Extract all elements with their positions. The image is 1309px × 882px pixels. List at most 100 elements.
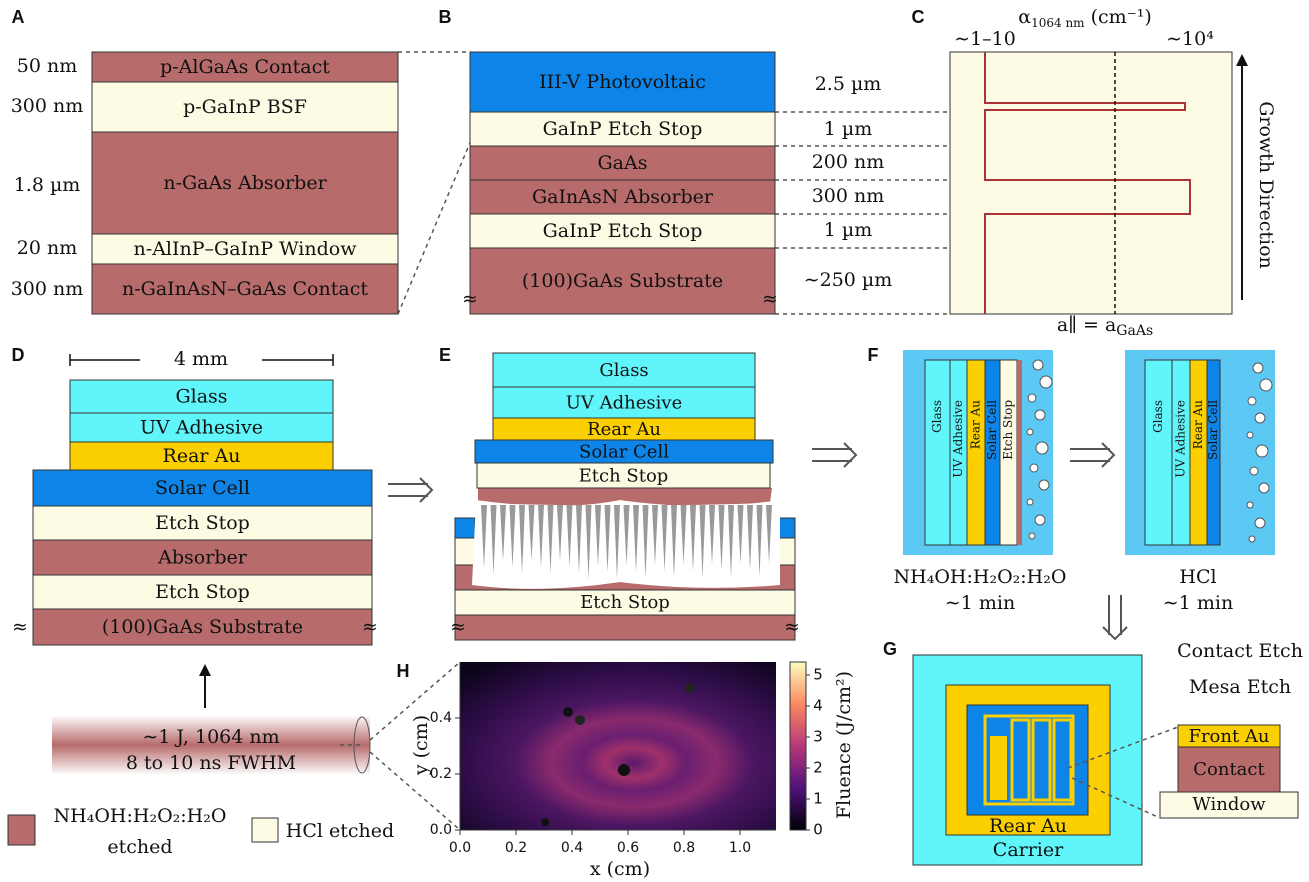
axis-title: α1064 nm (cm⁻¹) bbox=[1018, 6, 1151, 30]
panel-label: G bbox=[883, 639, 897, 659]
panel-label: C bbox=[912, 7, 925, 27]
layer-label: p-GaInP BSF bbox=[183, 96, 307, 118]
layer-label: GaInP Etch Stop bbox=[543, 118, 703, 140]
bubble bbox=[1253, 363, 1263, 373]
thickness: 300 nm bbox=[11, 278, 84, 300]
layer-label: Rear Au bbox=[969, 400, 983, 450]
bubble bbox=[1256, 445, 1268, 457]
bubble bbox=[1247, 432, 1253, 438]
colorbar-tick-label: 5 bbox=[813, 666, 823, 684]
legend-label: etched bbox=[107, 836, 172, 858]
break: ≈ bbox=[362, 616, 378, 638]
layer-label: Glass bbox=[175, 386, 227, 408]
thickness: 20 nm bbox=[17, 237, 77, 259]
colorbar-tick-label: 3 bbox=[813, 728, 823, 746]
colorbar-tick-label: 1 bbox=[813, 790, 823, 808]
colorbar-tick-label: 4 bbox=[813, 697, 823, 715]
layer-label: Etch Stop bbox=[580, 592, 670, 613]
legend-label: NH₄OH:H₂O₂:H₂O bbox=[54, 805, 227, 827]
colorbar-tick-label: 2 bbox=[813, 759, 823, 777]
bubble bbox=[1035, 515, 1045, 525]
layer-label: (100)GaAs Substrate bbox=[522, 270, 723, 292]
layer-label: Solar Cell bbox=[1206, 400, 1220, 460]
layer-label: Etch Stop bbox=[1001, 400, 1015, 460]
thickness: 2.5 µm bbox=[815, 73, 882, 95]
bubble bbox=[1260, 379, 1272, 391]
bubble bbox=[1035, 410, 1045, 420]
x-tick-label: 0.4 bbox=[561, 840, 583, 856]
layer-label: Rear Au bbox=[989, 815, 1067, 837]
colorbar-tick-label: 0 bbox=[813, 821, 823, 839]
panel-label: E bbox=[439, 345, 451, 365]
laser-label: 8 to 10 ns FWHM bbox=[126, 752, 296, 774]
bubble bbox=[1029, 533, 1035, 539]
layer-label: Contact bbox=[1193, 759, 1265, 780]
layer-label: UV Adhesive bbox=[1174, 400, 1188, 478]
panel-label: A bbox=[12, 7, 25, 27]
layer-label: n-GaAs Absorber bbox=[163, 172, 327, 194]
bubble bbox=[1027, 429, 1033, 435]
layer-label: GaInAsN Absorber bbox=[532, 186, 714, 208]
legend-label: HCl etched bbox=[286, 820, 394, 842]
bubble bbox=[1028, 394, 1036, 402]
laser-label: ∼1 J, 1064 nm bbox=[142, 726, 279, 748]
tick-label: ∼1–10 bbox=[954, 28, 1016, 50]
break: ≈ bbox=[12, 616, 28, 638]
bubble bbox=[1259, 483, 1269, 493]
x-axis-label: x (cm) bbox=[590, 858, 650, 880]
layer-label: Carrier bbox=[993, 839, 1064, 861]
lattice-sub: GaAs bbox=[1116, 323, 1153, 339]
layer-label: Glass bbox=[930, 400, 944, 433]
y-tick-label: 0.2 bbox=[430, 766, 452, 782]
bubble bbox=[1040, 376, 1052, 388]
x-tick-label: 0.0 bbox=[449, 840, 471, 856]
bubble bbox=[1027, 499, 1033, 505]
thickness: 1.8 µm bbox=[14, 174, 81, 196]
layer-label: Solar Cell bbox=[579, 442, 669, 463]
layer-label: Window bbox=[1192, 794, 1266, 815]
etch-time: ∼1 min bbox=[945, 592, 1015, 614]
etch-time: ∼1 min bbox=[1163, 592, 1233, 614]
bubble bbox=[1036, 442, 1048, 454]
thickness: 1 µm bbox=[824, 219, 873, 241]
layer-label: Solar Cell bbox=[155, 477, 250, 499]
layer-label: Rear Au bbox=[163, 445, 241, 467]
axis-label: Growth Direction bbox=[1255, 101, 1277, 269]
layer-label: p-AlGaAs Contact bbox=[160, 56, 330, 78]
x-tick-label: 0.8 bbox=[673, 840, 695, 856]
bubble bbox=[1247, 502, 1253, 508]
y-axis-label: y (cm) bbox=[410, 715, 432, 776]
layer bbox=[1145, 360, 1172, 545]
layer bbox=[1190, 360, 1207, 545]
layer-label: Solar Cell bbox=[985, 400, 999, 460]
layer bbox=[925, 360, 950, 545]
x-tick-label: 0.2 bbox=[505, 840, 527, 856]
layer-label: Etch Stop bbox=[155, 581, 250, 603]
bubble bbox=[1039, 480, 1049, 490]
layer-label: Glass bbox=[1151, 400, 1165, 433]
break: ≈ bbox=[462, 288, 478, 310]
layer-label: Front Au bbox=[1188, 726, 1269, 747]
bubble bbox=[1030, 464, 1038, 472]
etchant: HCl bbox=[1179, 566, 1216, 588]
thickness: 50 nm bbox=[17, 55, 77, 77]
layer-label: GaAs bbox=[598, 152, 648, 174]
layer-label: (100)GaAs Substrate bbox=[102, 616, 303, 638]
layer-label: III-V Photovoltaic bbox=[539, 71, 706, 93]
layer bbox=[967, 360, 985, 545]
thickness: ∼250 µm bbox=[804, 269, 893, 291]
thickness: 300 nm bbox=[11, 95, 84, 117]
residue bbox=[1017, 360, 1022, 545]
layer-label: Rear Au bbox=[587, 419, 661, 440]
layer-label: n-AlInP–GaInP Window bbox=[134, 238, 358, 260]
layer-label: Etch Stop bbox=[155, 512, 250, 534]
layer-label: Absorber bbox=[157, 547, 248, 569]
layer-label: UV Adhesive bbox=[566, 393, 682, 414]
title-part: (cm⁻¹) bbox=[1085, 6, 1152, 28]
bubble bbox=[1033, 360, 1043, 370]
lattice-main: a∥ = a bbox=[1057, 314, 1116, 336]
x-tick-label: 0.6 bbox=[617, 840, 639, 856]
panel-label: F bbox=[868, 345, 879, 365]
layer-label: n-GaInAsN–GaAs Contact bbox=[122, 278, 368, 300]
lattice-label: a∥ = aGaAs bbox=[1057, 314, 1153, 339]
